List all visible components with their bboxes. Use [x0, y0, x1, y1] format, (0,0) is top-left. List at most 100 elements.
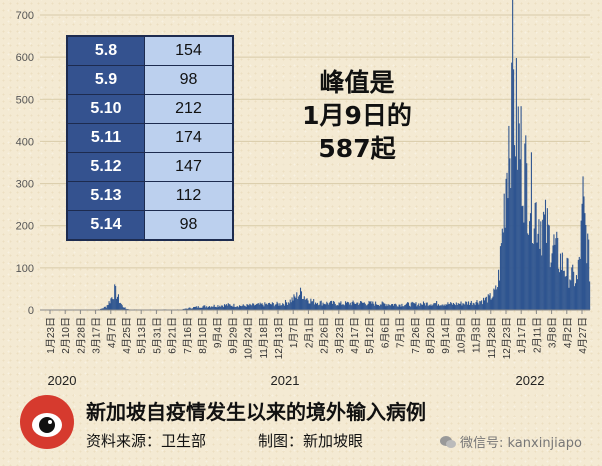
table-date-cell: 5.11	[66, 123, 145, 153]
case-bar	[476, 300, 478, 310]
x-tick-label: 7月1日	[395, 317, 407, 348]
case-bar	[575, 275, 578, 310]
chart-maker: 制图：新加坡眼	[258, 432, 364, 450]
case-bar	[499, 246, 501, 310]
case-bar	[478, 304, 480, 310]
case-bar	[265, 304, 267, 310]
case-bar	[572, 264, 574, 310]
case-bar	[407, 302, 410, 310]
case-bar	[110, 298, 112, 310]
x-tick-label: 8月10日	[197, 317, 209, 354]
case-bar	[571, 267, 573, 310]
case-bar	[440, 305, 442, 310]
case-bar	[505, 178, 507, 310]
case-bar	[212, 306, 214, 310]
case-bar	[552, 245, 554, 310]
case-bar	[308, 303, 310, 310]
case-bar	[428, 304, 430, 310]
case-bar	[474, 305, 476, 310]
case-bar	[221, 305, 223, 310]
case-bar	[343, 304, 345, 310]
case-bar	[259, 302, 261, 310]
case-bar	[512, 0, 514, 311]
case-bar	[563, 270, 565, 310]
case-bar	[430, 304, 432, 310]
case-bar	[402, 306, 404, 310]
case-bar	[493, 288, 495, 310]
case-bar	[455, 302, 457, 310]
case-bar	[576, 279, 578, 310]
case-bar	[529, 213, 532, 310]
case-bar	[391, 304, 393, 310]
case-bar	[368, 300, 370, 310]
case-bar	[249, 303, 251, 310]
case-bar	[227, 303, 229, 310]
case-bar	[503, 193, 505, 310]
case-bar	[447, 302, 449, 310]
table-date-cell: 5.14	[66, 210, 145, 241]
case-bar	[495, 285, 497, 310]
case-bar	[522, 205, 524, 310]
case-bar	[518, 123, 520, 310]
x-tick-label: 10月9日	[455, 317, 467, 354]
case-bar	[577, 259, 579, 310]
case-bar	[393, 304, 395, 310]
case-bar	[362, 302, 364, 310]
peak-line-1: 峰值是	[319, 68, 395, 97]
case-bar	[564, 276, 566, 310]
case-bar	[100, 308, 102, 310]
case-bar	[120, 303, 122, 310]
case-bar	[584, 213, 586, 310]
x-tick-label: 2月28日	[75, 317, 87, 354]
x-tick-label: 4月25日	[121, 317, 133, 354]
case-bar	[332, 300, 334, 310]
case-bar	[524, 143, 526, 310]
case-bar	[514, 156, 516, 310]
case-bar	[334, 303, 336, 310]
case-bar	[119, 302, 121, 310]
case-bar	[201, 307, 203, 310]
case-bar	[264, 302, 266, 310]
case-bar	[329, 302, 331, 310]
case-bar	[432, 304, 434, 310]
x-tick-label: 2月1日	[303, 317, 315, 348]
daily-cases-table: 5.8 154 5.9 98 5.10 212 5.11 174 5.12 147 5.13 112 5…	[66, 35, 234, 241]
case-bar	[570, 280, 572, 310]
case-bar	[294, 296, 296, 310]
table-row: 5.10 212	[66, 94, 234, 124]
case-bar	[378, 305, 380, 310]
case-bar	[222, 305, 224, 310]
case-bar	[483, 297, 485, 310]
case-bar	[223, 307, 225, 310]
case-bar	[331, 303, 333, 310]
eye-logo-icon	[22, 397, 72, 447]
case-bar	[307, 300, 309, 310]
case-bar	[263, 306, 265, 310]
case-bar	[516, 169, 518, 310]
case-bar	[333, 301, 335, 310]
case-bar	[483, 300, 486, 310]
case-bar	[377, 304, 379, 310]
y-tick-label: 600	[16, 52, 34, 64]
case-bar	[510, 188, 512, 310]
case-bar	[416, 306, 418, 310]
case-bar	[106, 305, 108, 310]
case-bar	[421, 304, 423, 310]
case-bar	[491, 298, 493, 310]
case-bar	[226, 305, 228, 310]
case-bar	[330, 300, 333, 310]
case-bar	[525, 135, 527, 310]
case-bar	[121, 305, 123, 310]
y-tick-label: 500	[16, 94, 34, 106]
case-bar	[215, 306, 217, 310]
wechat-icon	[440, 435, 456, 448]
case-bar	[191, 308, 193, 310]
y-tick-label: 400	[16, 136, 34, 148]
case-bar	[200, 307, 202, 310]
x-tick-label: 12月13日	[273, 317, 285, 359]
case-bar	[337, 305, 339, 310]
case-bar	[277, 303, 279, 310]
case-bar	[541, 255, 543, 310]
case-bar	[427, 306, 429, 310]
case-bar	[310, 298, 312, 310]
